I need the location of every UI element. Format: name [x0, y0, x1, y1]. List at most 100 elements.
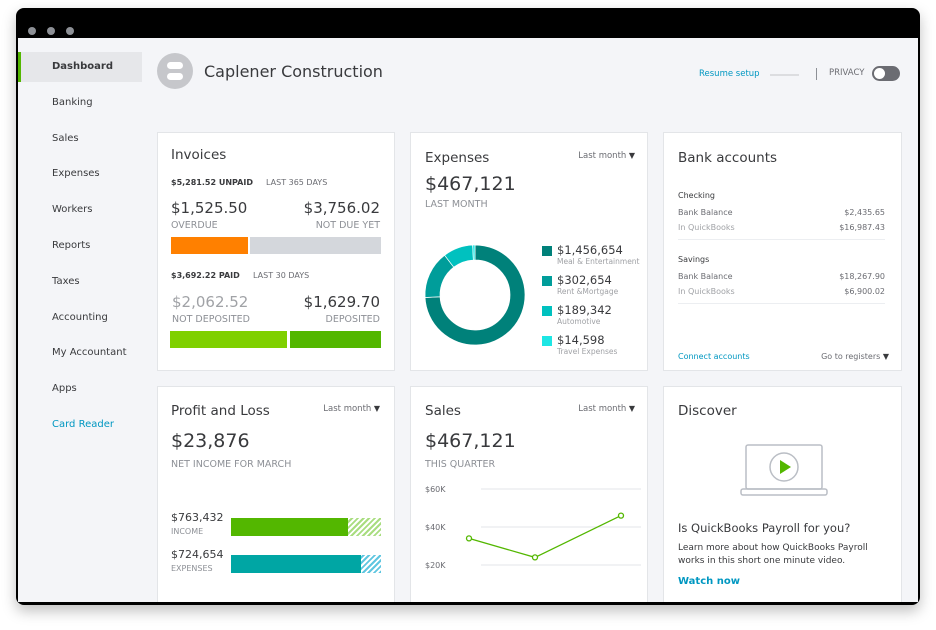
period-dropdown[interactable]: Last month: [578, 151, 635, 161]
bank-balance-label: Bank Balance: [678, 272, 733, 281]
sales-point[interactable]: [465, 535, 473, 542]
privacy-label: PRIVACY: [829, 68, 865, 78]
card-title: Expenses: [425, 150, 490, 166]
y-tick-label: $40K: [425, 523, 446, 532]
bank-balance: $18,267.90: [839, 272, 885, 281]
not-due-label: NOT DUE YET: [315, 220, 380, 231]
profit-loss-card: Profit and Loss Last month $23,876 NET I…: [157, 386, 395, 602]
content: Dashboard Banking Sales Expenses Workers Repo…: [18, 38, 918, 602]
card-title: Invoices: [171, 147, 227, 163]
expenses-label: EXPENSES: [171, 564, 213, 573]
watch-now-link[interactable]: Watch now: [678, 576, 740, 587]
card-title: Sales: [425, 403, 461, 419]
setup-progress: [770, 74, 799, 76]
resume-setup-link[interactable]: Resume setup: [699, 69, 760, 79]
overdue-label: OVERDUE: [171, 220, 218, 231]
y-tick-label: $20K: [425, 561, 446, 570]
sales-line-chart: $60K $40K $20K: [425, 485, 641, 570]
sidebar-item-sales[interactable]: Sales: [52, 132, 79, 144]
company-name: Caplener Construction: [204, 62, 383, 81]
sidebar-item-expenses[interactable]: Expenses: [52, 168, 100, 180]
window-minimize-button[interactable]: [47, 27, 55, 35]
income-bar-pending[interactable]: [348, 518, 381, 536]
expenses-card: Expenses Last month $467,121 LAST MONTH …: [410, 132, 648, 371]
legend-swatch: [542, 276, 552, 286]
divider: [678, 239, 885, 240]
privacy-toggle[interactable]: [872, 66, 900, 81]
deposited-amount[interactable]: $1,629.70: [303, 293, 380, 311]
go-to-registers-dropdown[interactable]: Go to registers: [821, 352, 889, 361]
expenses-total-label: LAST MONTH: [425, 199, 488, 210]
window-maximize-button[interactable]: [66, 27, 74, 35]
account-name[interactable]: Savings: [678, 255, 710, 264]
donut-slice[interactable]: [472, 244, 476, 261]
account-name[interactable]: Checking: [678, 191, 715, 200]
window-close-button[interactable]: [28, 27, 36, 35]
video-play-icon[interactable]: [740, 443, 828, 499]
legend-swatch: [542, 246, 552, 256]
sidebar-item-workers[interactable]: Workers: [52, 204, 93, 216]
card-title: Bank accounts: [678, 150, 778, 166]
not-due-bar[interactable]: [250, 237, 381, 254]
not-deposited-bar[interactable]: [170, 331, 287, 348]
not-deposited-label: NOT DEPOSITED: [172, 314, 250, 325]
expenses-donut-chart: [424, 244, 526, 346]
sales-total-label: THIS QUARTER: [425, 459, 496, 470]
sidebar-item-accounting[interactable]: Accounting: [52, 311, 108, 323]
legend-amount[interactable]: $189,342: [557, 303, 612, 317]
legend-amount[interactable]: $1,456,654: [557, 243, 623, 257]
not-due-amount[interactable]: $3,756.02: [303, 199, 380, 217]
quickbooks-balance-label: In QuickBooks: [678, 223, 735, 232]
sidebar-item-reports[interactable]: Reports: [52, 240, 91, 251]
company-logo: [157, 53, 193, 89]
period-dropdown[interactable]: Last month: [323, 404, 380, 414]
income-label: INCOME: [171, 527, 204, 536]
quickbooks-balance: $6,900.02: [844, 287, 885, 296]
divider: [816, 68, 817, 80]
deposited-bar[interactable]: [290, 331, 381, 348]
paid-total: $3,692.22 PAID: [171, 271, 240, 280]
income-bar[interactable]: [231, 518, 348, 536]
connect-accounts-link[interactable]: Connect accounts: [678, 352, 750, 361]
sidebar-item-taxes[interactable]: Taxes: [52, 275, 80, 287]
sidebar-item-dashboard[interactable]: Dashboard: [18, 52, 142, 82]
income-amount: $763,432: [171, 511, 224, 524]
quickbooks-balance-label: In QuickBooks: [678, 287, 735, 296]
legend-label: Rent &Mortgage: [557, 287, 619, 296]
bank-balance: $2,435.65: [844, 208, 885, 217]
sidebar-item-card-reader[interactable]: Card Reader: [52, 419, 114, 430]
donut-slice[interactable]: [424, 244, 526, 346]
sales-card: Sales Last month $467,121 THIS QUARTER $…: [410, 386, 648, 602]
overdue-bar[interactable]: [171, 237, 248, 254]
legend-swatch: [542, 336, 552, 346]
legend-swatch: [542, 306, 552, 316]
period-dropdown[interactable]: Last month: [578, 404, 635, 414]
sidebar-item-apps[interactable]: Apps: [52, 383, 77, 395]
card-title: Discover: [678, 403, 737, 419]
y-tick-label: $60K: [425, 485, 446, 494]
overdue-amount[interactable]: $1,525.50: [171, 199, 248, 217]
legend-amount[interactable]: $302,654: [557, 273, 612, 287]
unpaid-total: $5,281.52 UNPAID: [171, 178, 253, 187]
not-deposited-amount[interactable]: $2,062.52: [172, 293, 249, 311]
sales-point[interactable]: [531, 554, 539, 561]
expenses-bar-pending[interactable]: [361, 555, 381, 573]
sidebar-item-my-accountant[interactable]: My Accountant: [52, 347, 127, 359]
expenses-bar[interactable]: [231, 555, 361, 573]
expenses-total: $467,121: [425, 173, 516, 195]
discover-body: Learn more about how QuickBooks Payroll …: [678, 543, 868, 566]
expenses-amount: $724,654: [171, 548, 224, 561]
net-income-label: NET INCOME FOR MARCH: [171, 459, 292, 470]
legend-label: Automotive: [557, 317, 601, 326]
invoices-card: Invoices $5,281.52 UNPAID LAST 365 DAYS …: [157, 132, 395, 371]
legend-label: Meal & Entertainment: [557, 257, 640, 266]
bank-accounts-card: Bank accounts Checking Bank Balance $2,435…: [663, 132, 902, 371]
quickbooks-balance: $16,987.43: [839, 223, 885, 232]
legend-label: Travel Expenses: [557, 347, 618, 356]
unpaid-period: LAST 365 DAYS: [266, 178, 328, 187]
sidebar-item-banking[interactable]: Banking: [52, 96, 93, 108]
sales-total: $467,121: [425, 430, 516, 452]
bank-balance-label: Bank Balance: [678, 208, 733, 217]
legend-amount[interactable]: $14,598: [557, 333, 605, 347]
sales-point[interactable]: [617, 512, 625, 519]
